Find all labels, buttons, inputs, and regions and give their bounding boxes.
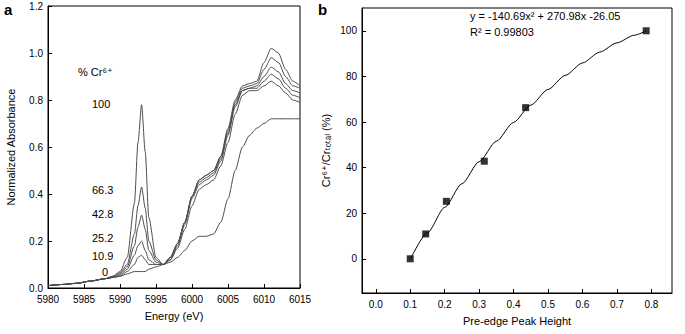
svg-text:0.4: 0.4 bbox=[29, 189, 43, 200]
svg-text:0.8: 0.8 bbox=[644, 299, 658, 310]
svg-text:0.0: 0.0 bbox=[29, 283, 43, 294]
svg-text:0.2: 0.2 bbox=[29, 236, 43, 247]
svg-text:20: 20 bbox=[346, 208, 358, 219]
svg-text:42.8: 42.8 bbox=[92, 208, 113, 220]
svg-text:0.1: 0.1 bbox=[403, 299, 417, 310]
svg-text:Normalized Absorbance: Normalized Absorbance bbox=[5, 89, 17, 206]
svg-text:5985: 5985 bbox=[73, 294, 96, 305]
svg-text:5995: 5995 bbox=[145, 294, 168, 305]
svg-text:100: 100 bbox=[340, 25, 357, 36]
svg-text:6005: 6005 bbox=[217, 294, 240, 305]
svg-text:6015: 6015 bbox=[289, 294, 312, 305]
svg-text:5980: 5980 bbox=[37, 294, 60, 305]
svg-text:b: b bbox=[318, 1, 327, 18]
svg-text:% Cr⁶⁺: % Cr⁶⁺ bbox=[78, 66, 113, 78]
svg-text:6000: 6000 bbox=[181, 294, 204, 305]
svg-text:0.6: 0.6 bbox=[29, 142, 43, 153]
svg-text:100: 100 bbox=[92, 98, 110, 110]
svg-text:0.8: 0.8 bbox=[29, 95, 43, 106]
svg-text:66.3: 66.3 bbox=[92, 184, 113, 196]
svg-text:0: 0 bbox=[351, 253, 357, 264]
svg-text:Cr⁶⁺/Crₜₒₜₐₗ (%): Cr⁶⁺/Crₜₒₜₐₗ (%) bbox=[320, 114, 332, 187]
svg-text:0.2: 0.2 bbox=[438, 299, 452, 310]
svg-text:0.3: 0.3 bbox=[472, 299, 486, 310]
svg-text:1.2: 1.2 bbox=[29, 1, 43, 12]
svg-text:0.0: 0.0 bbox=[369, 299, 383, 310]
svg-text:y = -140.69x² + 270.98x -26.05: y = -140.69x² + 270.98x -26.05 bbox=[470, 10, 620, 22]
svg-text:0.5: 0.5 bbox=[541, 299, 555, 310]
svg-text:1.0: 1.0 bbox=[29, 48, 43, 59]
svg-text:0.7: 0.7 bbox=[610, 299, 624, 310]
svg-text:80: 80 bbox=[346, 71, 358, 82]
svg-text:40: 40 bbox=[346, 162, 358, 173]
svg-text:a: a bbox=[4, 1, 13, 18]
svg-text:0.4: 0.4 bbox=[507, 299, 521, 310]
svg-text:Energy (eV): Energy (eV) bbox=[145, 310, 204, 322]
svg-text:Pre-edge Peak Height: Pre-edge Peak Height bbox=[463, 315, 571, 327]
svg-text:25.2: 25.2 bbox=[92, 232, 113, 244]
svg-text:0: 0 bbox=[102, 266, 108, 278]
svg-text:R² = 0.99803: R² = 0.99803 bbox=[470, 26, 534, 38]
svg-text:60: 60 bbox=[346, 117, 358, 128]
svg-text:5990: 5990 bbox=[109, 294, 132, 305]
svg-text:6010: 6010 bbox=[253, 294, 276, 305]
svg-text:0.6: 0.6 bbox=[575, 299, 589, 310]
svg-text:10.9: 10.9 bbox=[92, 250, 113, 262]
